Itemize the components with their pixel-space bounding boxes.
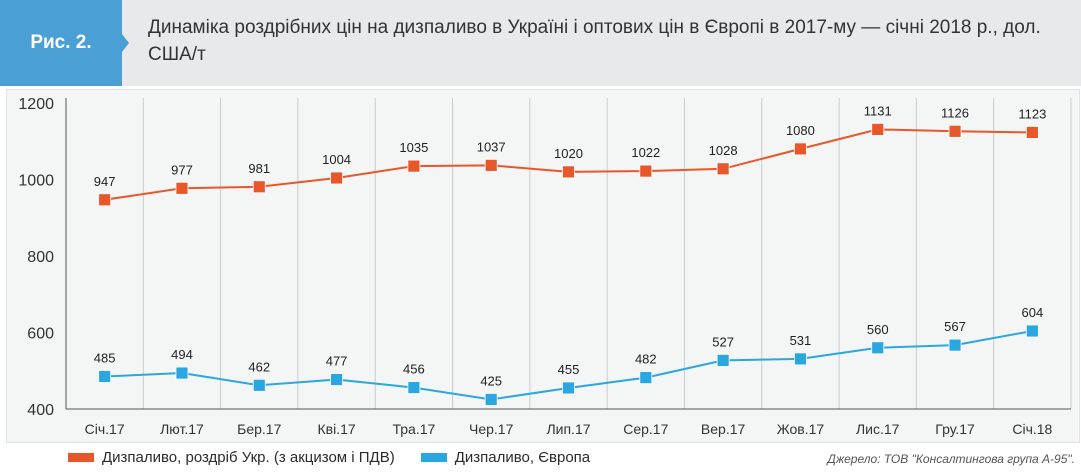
x-tick-label: Вер.17	[701, 421, 746, 437]
data-label: 1080	[786, 123, 815, 138]
chart-panel	[6, 89, 1080, 443]
data-point	[484, 393, 498, 406]
legend-item-europe: Дизпаливо, Європа	[420, 448, 591, 466]
data-label: 531	[790, 333, 812, 348]
data-point	[1025, 126, 1039, 139]
data-label: 494	[171, 347, 193, 362]
x-tick-label: Тра.17	[392, 421, 435, 437]
data-label: 567	[944, 319, 966, 334]
data-label: 482	[635, 352, 657, 367]
data-label: 455	[558, 362, 580, 377]
data-point	[639, 371, 653, 385]
data-point	[948, 124, 962, 138]
legend-label-retail: Дизпаливо, роздріб Укр. (з акцизом і ПДВ…	[102, 448, 395, 466]
data-point	[794, 142, 807, 156]
data-label: 947	[94, 174, 116, 189]
data-point	[175, 181, 189, 195]
source-note: Джерело: ТОВ "Консалтингова група А-95".	[827, 452, 1075, 466]
data-label: 1004	[322, 152, 351, 167]
legend-swatch-europe	[420, 452, 447, 462]
data-label: 981	[248, 161, 270, 176]
x-tick-label: Сер.17	[623, 421, 668, 437]
data-point	[252, 378, 266, 392]
x-tick-label: Жов.17	[777, 421, 825, 437]
data-point	[871, 122, 885, 136]
data-point	[639, 164, 653, 178]
data-point	[407, 381, 421, 394]
data-point	[794, 352, 807, 366]
data-point	[252, 180, 266, 194]
x-tick-label: Гру.17	[935, 421, 975, 437]
data-point	[330, 171, 343, 185]
data-point	[98, 193, 112, 207]
data-point	[484, 158, 498, 172]
header-band	[0, 0, 1081, 86]
y-tick-label: 600	[27, 326, 54, 343]
y-tick-label: 1000	[18, 173, 54, 190]
chart-legend: Дизпаливо, роздріб Укр. (з акцизом і ПДВ…	[68, 446, 616, 468]
data-label: 560	[867, 322, 889, 337]
x-tick-label: Бер.17	[237, 421, 281, 437]
legend-item-retail: Дизпаливо, роздріб Укр. (з акцизом і ПДВ…	[68, 449, 395, 466]
data-point	[330, 373, 343, 386]
data-label: 1037	[477, 139, 506, 154]
x-tick-label: Лют.17	[160, 421, 204, 437]
data-point	[716, 162, 730, 176]
data-label: 604	[1021, 305, 1043, 320]
data-label: 1035	[399, 140, 428, 155]
data-point	[562, 381, 575, 395]
x-tick-label: Лип.17	[546, 421, 590, 437]
data-label: 425	[480, 373, 502, 388]
data-point	[407, 159, 421, 173]
data-label: 456	[403, 362, 425, 377]
data-point	[716, 354, 730, 367]
data-label: 527	[712, 334, 734, 349]
data-point	[98, 370, 112, 383]
data-point	[871, 341, 885, 355]
data-point	[562, 165, 575, 179]
x-tick-label: Кві.17	[317, 421, 355, 437]
data-label: 1022	[631, 145, 660, 160]
x-tick-label: Січ.18	[1012, 421, 1052, 437]
y-tick-label: 400	[27, 402, 54, 419]
x-tick-label: Січ.17	[85, 421, 125, 437]
series-line-1	[104, 128, 1033, 201]
data-point	[1025, 324, 1039, 338]
data-label: 1020	[554, 146, 583, 161]
line-chart: 400 600 800 1000 1200 Січ.17 Лют.17 Бер.17 Кві.1…	[18, 96, 1072, 437]
y-tick-label: 800	[27, 249, 54, 266]
data-label: 977	[171, 162, 193, 177]
x-tick-label: Чер.17	[469, 421, 514, 437]
legend-label-europe: Дизпаливо, Європа	[454, 448, 591, 466]
data-point	[948, 338, 962, 352]
figure-label: Рис. 2.	[30, 32, 92, 53]
data-label: 462	[248, 359, 270, 374]
data-label: 1028	[709, 143, 738, 158]
data-label: 485	[94, 350, 116, 365]
data-label: 1126	[941, 105, 969, 120]
figure-badge	[0, 0, 130, 86]
data-label: 1131	[864, 103, 892, 118]
data-label: 477	[326, 354, 348, 369]
data-point	[175, 366, 189, 380]
chart-title: Динаміка роздрібних цін на дизпаливо в У…	[148, 17, 1041, 65]
data-label: 1123	[1018, 106, 1046, 121]
figure-badge-shape	[0, 0, 129, 86]
y-tick-label: 1200	[18, 96, 54, 113]
legend-swatch-retail	[68, 452, 94, 462]
x-tick-label: Лис.17	[856, 421, 900, 437]
